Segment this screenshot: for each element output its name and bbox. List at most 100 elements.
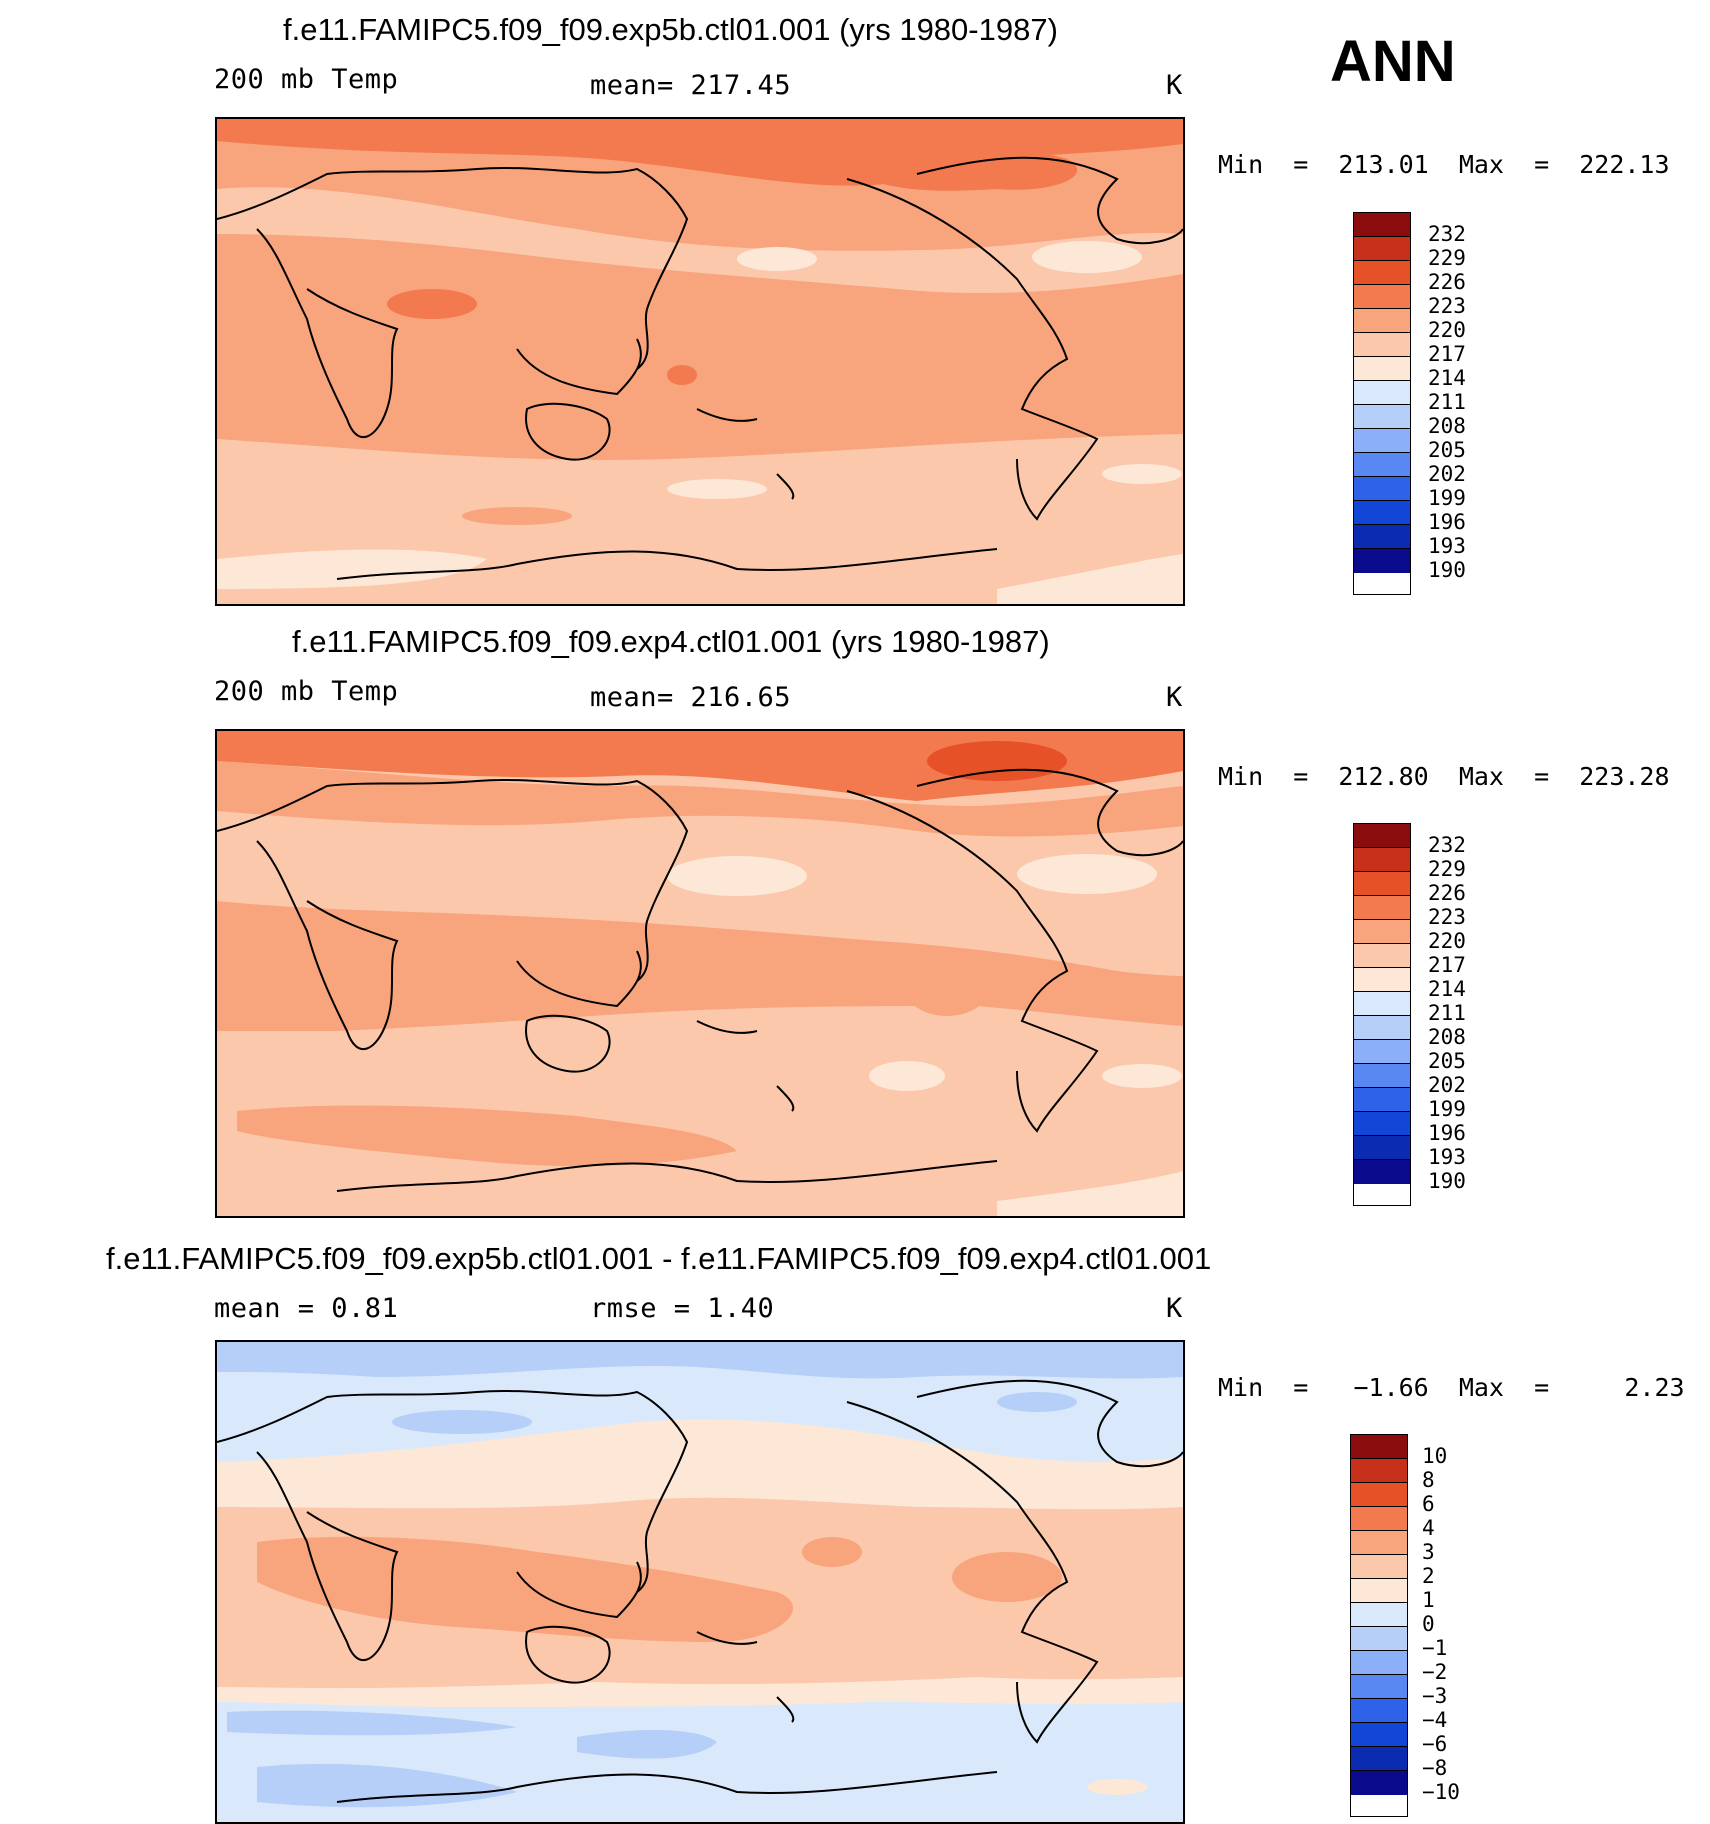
colorbar-swatch [1354, 1160, 1410, 1184]
colorbar-swatch [1351, 1531, 1407, 1555]
colorbar-tick: 208 [1428, 414, 1466, 438]
colorbar-swatch [1354, 501, 1410, 525]
colorbar-tick: 6 [1422, 1492, 1435, 1516]
panel-3-units: K [1166, 1293, 1183, 1324]
colorbar-swatch [1354, 357, 1410, 381]
colorbar-tick: 217 [1428, 342, 1466, 366]
colorbar-tick: 202 [1428, 462, 1466, 486]
colorbar-tick: 202 [1428, 1073, 1466, 1097]
panel-1-mean-label: mean= 217.45 [590, 70, 792, 101]
colorbar-tick: 229 [1428, 857, 1466, 881]
panel-1-title: f.e11.FAMIPC5.f09_f09.exp5b.ctl01.001 (y… [283, 12, 1058, 47]
panel-1-variable-label: 200 mb Temp [214, 64, 399, 95]
colorbar-swatch [1354, 381, 1410, 405]
colorbar-swatch [1351, 1603, 1407, 1627]
colorbar-swatch [1351, 1723, 1407, 1747]
colorbar-tick: 196 [1428, 510, 1466, 534]
colorbar-tick: −1 [1422, 1636, 1448, 1660]
panel-2-map-graphic [217, 731, 1183, 1216]
colorbar-tick: 220 [1428, 929, 1466, 953]
colorbar-tick: 232 [1428, 833, 1466, 857]
colorbar-swatch [1354, 333, 1410, 357]
colorbar-swatch [1351, 1435, 1407, 1459]
colorbar-tick: 193 [1428, 534, 1466, 558]
colorbar-swatch [1354, 477, 1410, 501]
colorbar-tick: 232 [1428, 222, 1466, 246]
colorbar-tick: 2 [1422, 1564, 1435, 1588]
colorbar-swatch [1354, 405, 1410, 429]
panel-2-colorbar [1353, 823, 1411, 1206]
panel-3-colorbar-ticks: 10 8 6 4 3 2 1 0 −1 −2 −3 −4 −6 −8 −10 [1422, 1446, 1460, 1806]
panel-3-colorbar [1350, 1434, 1408, 1817]
colorbar-tick: 223 [1428, 294, 1466, 318]
colorbar-tick: −3 [1422, 1684, 1448, 1708]
colorbar-swatch [1354, 1088, 1410, 1112]
colorbar-swatch [1354, 285, 1410, 309]
colorbar-swatch [1351, 1483, 1407, 1507]
colorbar-tick: 10 [1422, 1444, 1448, 1468]
colorbar-swatch [1354, 920, 1410, 944]
colorbar-swatch [1354, 237, 1410, 261]
colorbar-tick: 199 [1428, 1097, 1466, 1121]
season-label: ANN [1330, 29, 1456, 94]
colorbar-tick: −2 [1422, 1660, 1448, 1684]
colorbar-swatch [1354, 261, 1410, 285]
colorbar-tick: 214 [1428, 977, 1466, 1001]
colorbar-swatch [1354, 968, 1410, 992]
colorbar-swatch [1354, 824, 1410, 848]
panel-3-title: f.e11.FAMIPC5.f09_f09.exp5b.ctl01.001 - … [106, 1241, 1212, 1276]
colorbar-swatch [1351, 1675, 1407, 1699]
colorbar-tick: −4 [1422, 1708, 1448, 1732]
panel-3-map-graphic [217, 1342, 1183, 1822]
colorbar-tick: 8 [1422, 1468, 1435, 1492]
panel-3-rmse-label: rmse = 1.40 [590, 1293, 775, 1324]
colorbar-tick: 226 [1428, 881, 1466, 905]
colorbar-tick: 199 [1428, 486, 1466, 510]
colorbar-tick: 190 [1428, 1169, 1466, 1193]
colorbar-swatch [1354, 1040, 1410, 1064]
colorbar-tick: 3 [1422, 1540, 1435, 1564]
colorbar-tick: 223 [1428, 905, 1466, 929]
panel-1-colorbar-ticks: 232 229 226 223 220 217 214 211 208 205 … [1428, 224, 1466, 584]
panel-2-minmax: Min = 212.80 Max = 223.28 [1218, 762, 1670, 791]
colorbar-tick: 229 [1428, 246, 1466, 270]
colorbar-swatch [1351, 1579, 1407, 1603]
panel-2-title: f.e11.FAMIPC5.f09_f09.exp4.ctl01.001 (yr… [292, 624, 1050, 659]
colorbar-tick: 190 [1428, 558, 1466, 582]
panel-1-map-graphic [217, 119, 1183, 604]
colorbar-swatch [1354, 1016, 1410, 1040]
colorbar-swatch [1351, 1651, 1407, 1675]
colorbar-swatch [1354, 944, 1410, 968]
panel-3-map [215, 1340, 1185, 1824]
panel-1-colorbar [1353, 212, 1411, 595]
colorbar-swatch [1354, 429, 1410, 453]
panel-3-minmax: Min = −1.66 Max = 2.23 [1218, 1373, 1685, 1402]
colorbar-swatch [1351, 1771, 1407, 1795]
colorbar-swatch [1354, 992, 1410, 1016]
colorbar-swatch [1354, 525, 1410, 549]
colorbar-swatch [1351, 1747, 1407, 1771]
panel-2-variable-label: 200 mb Temp [214, 676, 399, 707]
colorbar-tick: 0 [1422, 1612, 1435, 1636]
colorbar-tick: 208 [1428, 1025, 1466, 1049]
colorbar-swatch [1354, 1112, 1410, 1136]
colorbar-swatch [1354, 453, 1410, 477]
colorbar-tick: 217 [1428, 953, 1466, 977]
colorbar-swatch [1354, 848, 1410, 872]
panel-1-minmax: Min = 213.01 Max = 222.13 [1218, 150, 1670, 179]
colorbar-swatch [1351, 1507, 1407, 1531]
colorbar-tick: 211 [1428, 1001, 1466, 1025]
colorbar-swatch [1354, 872, 1410, 896]
panel-2-units: K [1166, 682, 1183, 713]
colorbar-tick: 214 [1428, 366, 1466, 390]
panel-2-colorbar-ticks: 232 229 226 223 220 217 214 211 208 205 … [1428, 835, 1466, 1195]
panel-1-units: K [1166, 70, 1183, 101]
colorbar-tick: 211 [1428, 390, 1466, 414]
colorbar-tick: −8 [1422, 1756, 1448, 1780]
panel-3-mean-label: mean = 0.81 [214, 1293, 399, 1324]
colorbar-tick: 220 [1428, 318, 1466, 342]
panel-2-map [215, 729, 1185, 1218]
colorbar-swatch [1354, 213, 1410, 237]
colorbar-tick: 4 [1422, 1516, 1435, 1540]
colorbar-tick: 193 [1428, 1145, 1466, 1169]
